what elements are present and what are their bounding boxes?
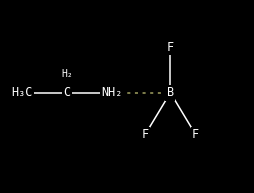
Text: NH₂: NH₂ (101, 86, 123, 99)
Text: H₃C: H₃C (11, 86, 32, 99)
Text: F: F (141, 128, 148, 141)
Text: F: F (166, 41, 173, 53)
Text: B: B (166, 86, 173, 99)
Text: F: F (191, 128, 198, 141)
Text: C: C (63, 86, 70, 99)
Text: H₂: H₂ (61, 69, 73, 79)
